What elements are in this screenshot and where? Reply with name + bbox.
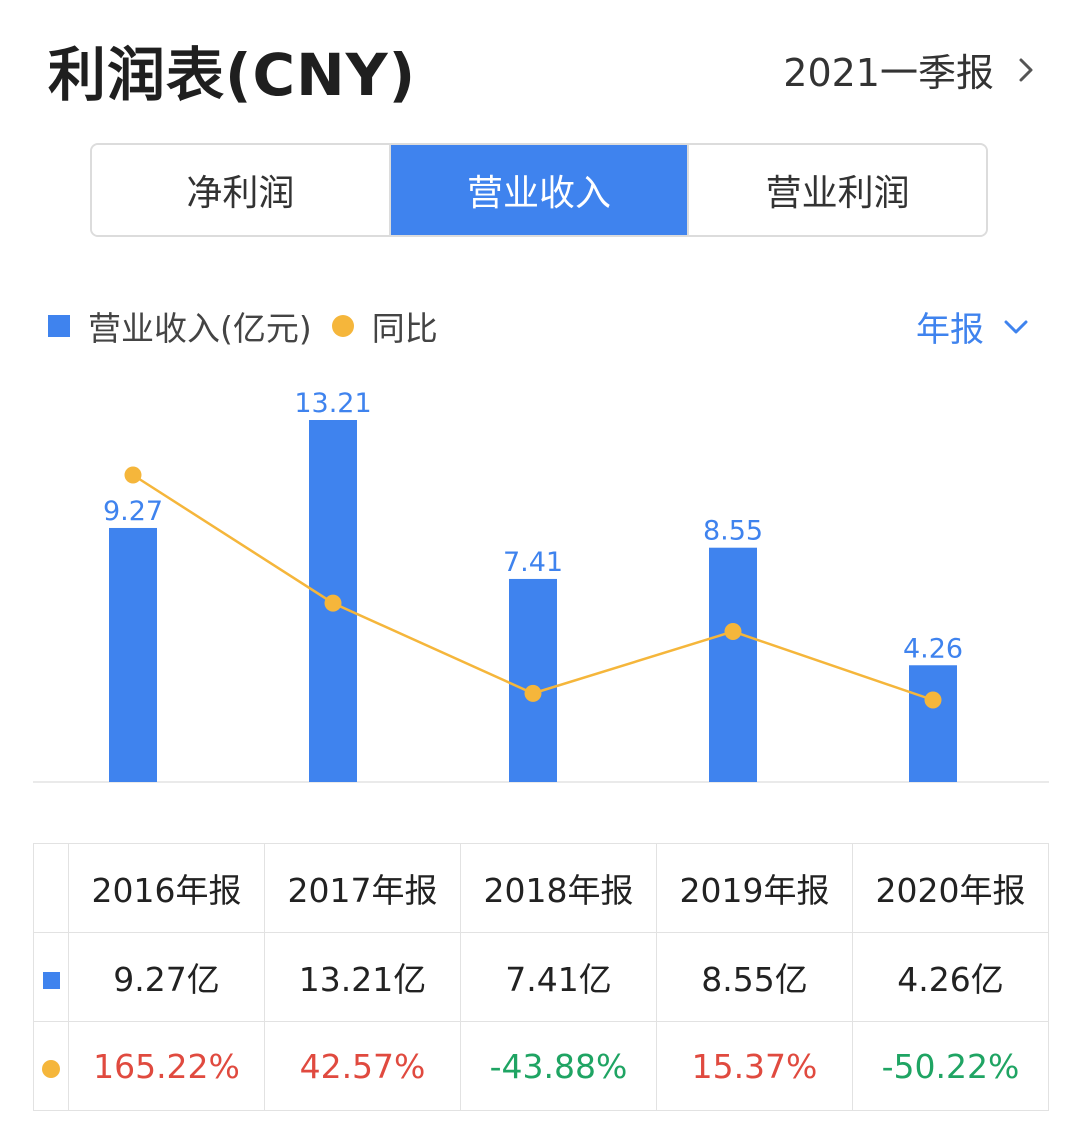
yoy-point[interactable] (324, 594, 342, 612)
bar-value-label: 9.27 (103, 496, 163, 527)
table-cell: 4.26亿 (852, 932, 1049, 1022)
table-header-cell: 2019年报 (656, 843, 853, 933)
chevron-down-icon (1002, 313, 1030, 341)
legend-revenue-label: 营业收入(亿元) (88, 309, 312, 348)
legend-yoy-label: 同比 (371, 309, 438, 348)
tab-net-profit[interactable]: 净利润 (92, 145, 391, 235)
table-header-cell: 2017年报 (264, 843, 461, 933)
table-cell: -43.88% (460, 1021, 657, 1111)
table-corner-cell (33, 843, 69, 933)
data-table: 2016年报 2017年报 2018年报 2019年报 2020年报 9.27亿… (33, 843, 1049, 1111)
chart-legend: 营业收入(亿元) 同比 (48, 302, 438, 350)
table-cell: 42.57% (264, 1021, 461, 1111)
bar[interactable] (109, 527, 157, 782)
bar[interactable] (709, 547, 757, 782)
bar-value-label: 13.21 (294, 388, 371, 419)
report-period-selector[interactable]: 2021一季报 (783, 42, 1040, 97)
yoy-marker-cell (33, 1021, 69, 1111)
legend-dot-icon (331, 315, 354, 337)
revenue-chart: 9.27 13.21 7.41 8.55 4.26 (33, 388, 1049, 783)
revenue-square-icon (42, 971, 60, 989)
annual-dropdown-label: 年报 (916, 310, 984, 350)
chevron-right-icon (1012, 56, 1040, 84)
table-header-cell: 2018年报 (460, 843, 657, 933)
metric-tabs: 净利润 营业收入 营业利润 (90, 143, 988, 237)
table-header-row: 2016年报 2017年报 2018年报 2019年报 2020年报 (33, 843, 1049, 933)
revenue-marker-cell (33, 932, 69, 1022)
bar[interactable] (909, 665, 957, 782)
yoy-point[interactable] (724, 622, 742, 640)
table-cell: 13.21亿 (264, 932, 461, 1022)
table-cell: 9.27亿 (68, 932, 265, 1022)
table-cell: 8.55亿 (656, 932, 853, 1022)
bar-value-label: 8.55 (703, 516, 763, 547)
yoy-point[interactable] (924, 691, 942, 709)
table-header-cell: 2016年报 (68, 843, 265, 933)
legend-square-icon (48, 315, 70, 337)
yoy-point[interactable] (124, 466, 142, 484)
bar[interactable] (509, 578, 557, 782)
table-row-yoy: 165.22% 42.57% -43.88% 15.37% -50.22% (33, 1021, 1049, 1111)
table-cell: -50.22% (852, 1021, 1049, 1111)
bar-value-label: 7.41 (503, 547, 563, 578)
period-label: 2021一季报 (783, 51, 994, 95)
table-header-cell: 2020年报 (852, 843, 1049, 933)
tab-revenue[interactable]: 营业收入 (390, 145, 690, 235)
tab-operating-profit[interactable]: 营业利润 (689, 145, 986, 235)
bar-value-label: 4.26 (903, 633, 963, 664)
table-cell: 7.41亿 (460, 932, 657, 1022)
annual-dropdown[interactable]: 年报 (916, 302, 1030, 351)
table-row-revenue: 9.27亿 13.21亿 7.41亿 8.55亿 4.26亿 (33, 932, 1049, 1022)
yoy-point[interactable] (524, 684, 542, 702)
table-cell: 165.22% (68, 1021, 265, 1111)
table-cell: 15.37% (656, 1021, 853, 1111)
page-title: 利润表(CNY) (48, 41, 417, 109)
yoy-dot-icon (42, 1059, 60, 1078)
